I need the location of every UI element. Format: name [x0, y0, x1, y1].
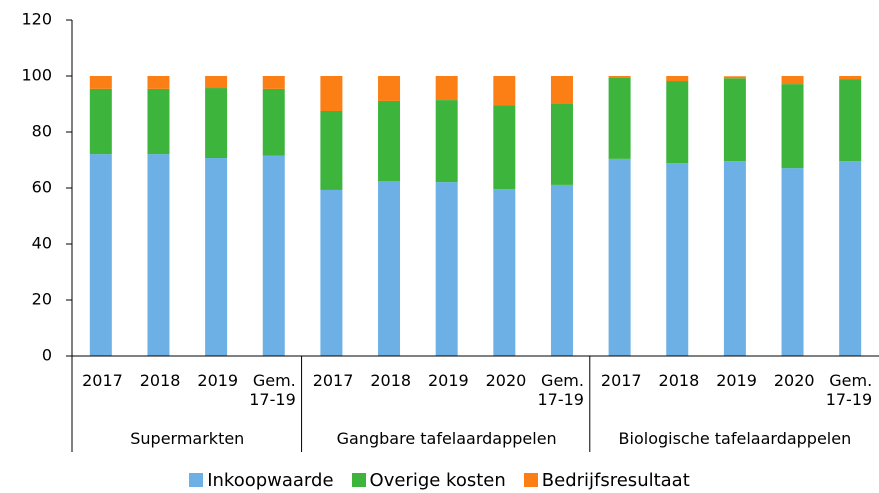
x-tick-label: Gem. 17-19 — [249, 371, 296, 409]
bar-segment — [550, 76, 573, 104]
bar-segment — [781, 84, 804, 169]
x-tick-label: 2019 — [197, 371, 239, 390]
bar-segment — [723, 78, 746, 162]
bar-segment — [262, 76, 285, 89]
bar-segment — [147, 76, 170, 89]
x-tick-label: 2018 — [370, 371, 412, 390]
legend-label: Inkoopwaarde — [207, 470, 334, 491]
legend-swatch — [351, 473, 366, 487]
y-tick-label: 60 — [32, 178, 52, 197]
bar-segment — [89, 76, 112, 89]
bar-segment — [378, 76, 401, 101]
x-tick-label: 2018 — [658, 371, 700, 390]
legend-item: Inkoopwaarde — [189, 470, 334, 491]
bar-segment — [320, 76, 343, 111]
legend-swatch — [523, 473, 538, 487]
bar-segment — [666, 163, 689, 356]
bar-segment — [89, 88, 112, 155]
group-label: Biologische tafelaardappelen — [618, 429, 852, 448]
bar-segment — [378, 181, 401, 356]
bar-segment — [550, 104, 573, 185]
bar-segment — [147, 154, 170, 356]
bar-segment — [435, 100, 458, 183]
bar-segment — [205, 88, 228, 159]
bar-segment — [839, 79, 862, 162]
bar-segment — [839, 76, 862, 80]
bar-segment — [723, 76, 746, 79]
bar-segment — [262, 155, 285, 356]
bar-segment — [493, 189, 516, 356]
legend-label: Overige kosten — [369, 470, 506, 491]
bar-segment — [320, 189, 343, 356]
bar-segment — [378, 100, 401, 181]
bar-segment — [839, 161, 862, 356]
legend: Inkoopwaarde Overige kosten Bedrijfsresult… — [0, 470, 879, 491]
bar-segment — [320, 111, 343, 190]
x-tick-label: 2017 — [82, 371, 123, 390]
x-tick-label: Gem. 17-19 — [537, 371, 584, 409]
bar-segment — [262, 88, 285, 156]
legend-item: Bedrijfsresultaat — [523, 470, 690, 491]
bar-segment — [666, 76, 689, 82]
group-label: Gangbare tafelaardappelen — [336, 429, 557, 448]
bar-segment — [608, 158, 631, 356]
bar-segment — [435, 76, 458, 101]
x-tick-label: Gem. 17-19 — [825, 371, 873, 409]
x-tick-label: 2020 — [773, 371, 815, 390]
x-tick-label: 2020 — [485, 371, 527, 390]
y-tick-label: 100 — [21, 66, 52, 85]
legend-item: Overige kosten — [351, 470, 506, 491]
group-label: Supermarkten — [130, 429, 245, 448]
y-tick-label: 80 — [32, 122, 52, 141]
bar-segment — [435, 182, 458, 356]
y-tick-label: 20 — [32, 290, 52, 309]
y-tick-label: 120 — [21, 10, 52, 29]
bar-segment — [723, 161, 746, 356]
bar-segment — [89, 154, 112, 356]
bar-segment — [550, 184, 573, 356]
bar-segment — [666, 81, 689, 164]
bar-segment — [608, 76, 631, 78]
bar-segment — [781, 76, 804, 85]
x-tick-label: 2019 — [716, 371, 757, 390]
y-tick-label: 0 — [42, 346, 52, 365]
legend-label: Bedrijfsresultaat — [541, 470, 690, 491]
bar-segment — [147, 88, 170, 155]
x-tick-label: 2019 — [427, 371, 469, 390]
bar-segment — [608, 77, 631, 159]
bar-segment — [493, 105, 516, 190]
x-tick-label: 2017 — [312, 371, 354, 390]
x-tick-label: 2018 — [139, 371, 181, 390]
x-tick-label: 2017 — [600, 371, 642, 390]
bar-segment — [205, 76, 228, 89]
legend-swatch — [189, 473, 204, 487]
bar-segment — [205, 158, 228, 356]
bar-segment — [781, 168, 804, 356]
y-tick-label: 40 — [32, 234, 52, 253]
bar-segment — [493, 76, 516, 106]
